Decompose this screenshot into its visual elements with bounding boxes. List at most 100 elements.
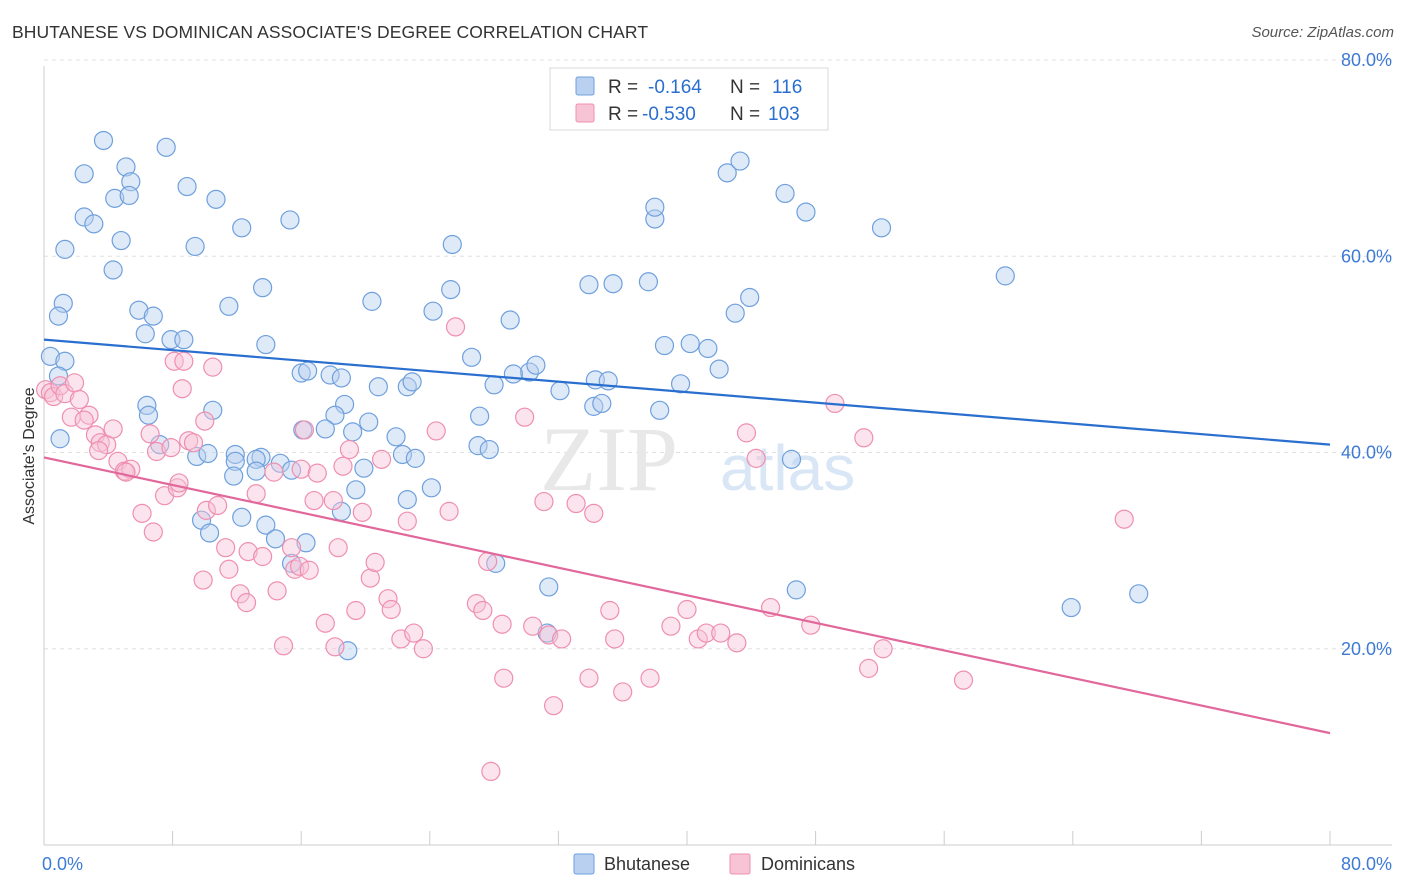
point-bhutanese-27 [53,293,73,313]
point-dominicans-83 [539,625,559,645]
point-dominicans-84 [543,696,564,716]
point-bhutanese-56 [368,377,388,397]
point-bhutanese-14 [185,236,205,257]
point-dominicans-99 [736,423,757,443]
point-bhutanese-6 [105,188,125,208]
point-dominicans-59 [333,456,353,476]
point-dominicans-32 [195,411,215,431]
point-dominicans-82 [534,491,554,512]
point-bhutanese-111 [781,449,802,469]
point-bhutanese-59 [461,347,482,367]
point-bhutanese-106 [265,529,286,549]
point-bhutanese-49 [40,346,61,366]
point-dominicans-34 [196,500,216,520]
point-bhutanese-101 [50,429,70,449]
point-bhutanese-51 [48,366,69,386]
point-bhutanese-40 [698,338,718,359]
point-dominicans-90 [605,629,625,649]
point-dominicans-46 [273,636,294,656]
point-bhutanese-30 [143,306,163,326]
point-dominicans-19 [132,503,152,523]
point-bhutanese-96 [392,444,413,465]
point-bhutanese-55 [331,368,351,388]
point-bhutanese-9 [74,207,94,227]
point-dominicans-45 [267,581,287,601]
legend-bottom-swatch-dominicans [729,853,751,875]
point-dominicans-40 [236,593,257,613]
point-bhutanese-32 [362,291,382,311]
point-dominicans-21 [146,441,167,462]
point-bhutanese-80 [359,412,379,432]
point-dominicans-5 [64,373,85,393]
point-dominicans-57 [325,637,345,657]
point-dominicans-107 [953,670,974,690]
point-bhutanese-97 [405,448,425,468]
point-bhutanese-114 [1129,584,1149,604]
legend-bottom-label-dominicans: Dominicans [761,854,855,874]
point-dominicans-28 [174,351,194,371]
point-bhutanese-87 [225,444,245,465]
point-dominicans-65 [371,449,392,469]
point-dominicans-36 [193,570,213,590]
point-bhutanese-37 [638,272,659,292]
trend-lines [43,338,1331,735]
point-dominicans-91 [613,682,633,702]
point-dominicans-104 [854,428,874,448]
point-bhutanese-94 [224,466,244,486]
point-bhutanese-12 [280,210,300,230]
point-dominicans-70 [404,623,424,643]
point-dominicans-92 [640,668,660,688]
legend-r-label-bhutanese: R = [608,77,638,98]
legend-n-label-dominicans: N = [730,104,760,125]
point-dominicans-97 [711,623,731,643]
y-tick-label-0: 20.0% [1341,639,1392,659]
point-dominicans-60 [339,439,360,460]
point-dominicans-6 [69,389,89,410]
legend-n-label-bhutanese: N = [730,77,760,98]
point-dominicans-77 [478,551,498,572]
legend-bottom-label-bhutanese: Bhutanese [604,854,690,874]
point-dominicans-49 [294,420,315,440]
point-bhutanese-38 [654,335,675,356]
point-bhutanese-11 [232,218,252,238]
point-dominicans-73 [439,501,459,521]
point-bhutanese-16 [103,260,123,280]
legend-stats: R = -0.164 N = 116 R = -0.530 N = 103 [549,67,829,131]
point-dominicans-51 [291,459,311,479]
legend-r-value-bhutanese: -0.164 [648,77,702,98]
point-bhutanese-17 [717,163,737,183]
point-dominicans-74 [445,317,466,337]
point-bhutanese-47 [174,330,194,350]
point-bhutanese-63 [526,355,546,375]
point-bhutanese-73 [315,419,335,439]
point-bhutanese-21 [775,183,795,204]
point-dominicans-78 [492,614,512,634]
point-dominicans-69 [397,511,417,531]
point-dominicans-2 [44,386,64,407]
point-dominicans-72 [426,421,446,441]
point-dominicans-66 [378,589,398,609]
point-bhutanese-67 [709,359,729,379]
point-dominicans-85 [552,629,572,649]
point-bhutanese-4 [121,172,141,192]
point-dominicans-31 [183,433,204,453]
point-bhutanese-95 [246,461,266,481]
point-dominicans-14 [89,440,109,461]
point-bhutanese-113 [1061,597,1081,618]
y-tick-label-3: 80.0% [1341,50,1392,70]
point-dominicans-54 [307,463,327,483]
point-bhutanese-25 [995,266,1015,286]
point-bhutanese-110 [539,577,559,597]
point-bhutanese-8 [206,189,226,209]
point-dominicans-71 [413,639,433,659]
point-dominicans-37 [219,559,239,579]
legend-bottom-swatch-bhutanese [573,853,595,875]
point-dominicans-100 [746,448,766,468]
point-dominicans-26 [161,437,181,458]
y-tick-label-2: 60.0% [1341,246,1392,266]
point-bhutanese-93 [354,458,374,478]
point-dominicans-89 [600,600,620,621]
point-bhutanese-70 [203,400,223,420]
chart-title: BHUTANESE VS DOMINICAN ASSOCIATE'S DEGRE… [12,22,649,42]
